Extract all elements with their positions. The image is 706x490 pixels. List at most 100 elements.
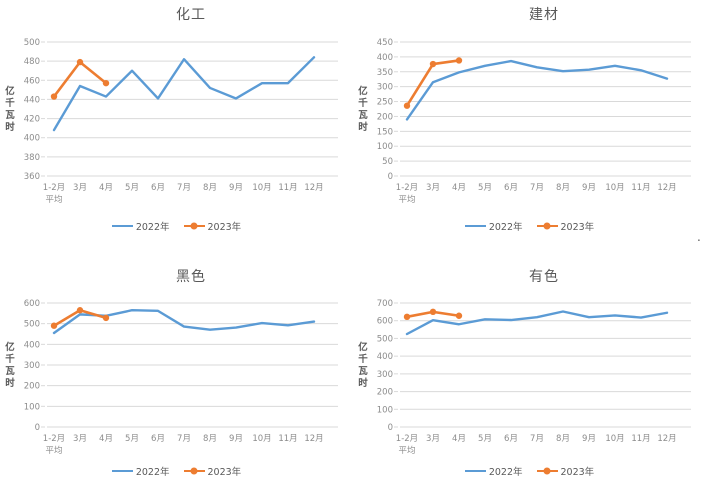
svg-text:150: 150 <box>377 127 393 137</box>
svg-text:8月: 8月 <box>203 434 217 444</box>
svg-text:12月: 12月 <box>657 434 676 444</box>
svg-text:5月: 5月 <box>125 183 139 193</box>
chart-cell-ferrous: 黑色 0 100 200 300 400 500 600 亿千瓦时 1-2月 平均 3月 4月 5月 6月… <box>0 245 353 490</box>
svg-text:0: 0 <box>35 423 40 433</box>
svg-text:360: 360 <box>24 172 40 182</box>
svg-text:7月: 7月 <box>530 183 544 193</box>
svg-text:1-2月: 1-2月 <box>396 434 418 444</box>
svg-text:11月: 11月 <box>278 183 297 193</box>
svg-text:1-2月: 1-2月 <box>43 434 65 444</box>
svg-text:300: 300 <box>377 370 393 380</box>
svg-text:100: 100 <box>377 405 393 415</box>
legend-line-swatch-blue <box>111 469 133 473</box>
y-axis-tick-labels: 0 100 200 300 400 500 600 700 <box>377 299 393 433</box>
svg-text:9月: 9月 <box>582 183 596 193</box>
svg-text:千: 千 <box>5 353 15 365</box>
chart-legend: 2022年 2023年 <box>0 219 353 233</box>
svg-text:6月: 6月 <box>504 183 518 193</box>
svg-text:4月: 4月 <box>99 183 113 193</box>
svg-text:1-2月: 1-2月 <box>396 183 418 193</box>
legend-item-2022: 2022年 <box>111 219 170 233</box>
svg-text:8月: 8月 <box>203 183 217 193</box>
svg-text:亿: 亿 <box>5 85 15 97</box>
svg-text:时: 时 <box>358 121 368 133</box>
svg-text:600: 600 <box>24 299 40 309</box>
svg-text:5月: 5月 <box>478 434 492 444</box>
svg-text:平均: 平均 <box>398 194 415 205</box>
chart-cell-building-materials: 建材 0 50 100 150 200 250 300 350 400 450 亿千瓦时 1-2月 平均… <box>353 0 706 245</box>
svg-text:12月: 12月 <box>304 183 323 193</box>
legend-line-swatch-orange <box>183 224 205 228</box>
svg-text:480: 480 <box>24 57 40 67</box>
svg-text:平均: 平均 <box>45 445 62 456</box>
svg-text:380: 380 <box>24 153 40 163</box>
legend-item-2023: 2023年 <box>183 464 241 478</box>
svg-text:200: 200 <box>377 112 393 122</box>
legend-line-swatch-orange <box>536 469 558 473</box>
svg-text:9月: 9月 <box>229 183 243 193</box>
svg-text:10月: 10月 <box>252 434 271 444</box>
svg-text:亿: 亿 <box>358 341 368 353</box>
svg-text:千: 千 <box>5 97 15 109</box>
svg-text:400: 400 <box>377 53 393 63</box>
svg-text:0: 0 <box>388 423 393 433</box>
chart-title-ferrous: 黑色 <box>176 269 206 285</box>
series-2022年 <box>405 59 669 121</box>
svg-text:200: 200 <box>377 388 393 398</box>
legend-label: 2022年 <box>135 467 170 478</box>
gridlines <box>394 302 691 428</box>
svg-text:11月: 11月 <box>278 434 297 444</box>
svg-text:8月: 8月 <box>556 183 570 193</box>
gridlines <box>41 41 338 177</box>
legend-item-2023: 2023年 <box>536 464 594 478</box>
svg-text:12月: 12月 <box>304 434 323 444</box>
svg-text:250: 250 <box>377 98 393 108</box>
svg-text:500: 500 <box>377 334 393 344</box>
legend-label: 2022年 <box>488 467 523 478</box>
svg-text:时: 时 <box>5 121 15 133</box>
svg-text:10月: 10月 <box>605 183 624 193</box>
svg-text:5月: 5月 <box>125 434 139 444</box>
svg-text:9月: 9月 <box>582 434 596 444</box>
legend-item-2022: 2022年 <box>464 464 523 478</box>
chart-legend: 2022年 2023年 <box>353 464 706 478</box>
svg-text:5月: 5月 <box>478 183 492 193</box>
svg-text:400: 400 <box>24 340 40 350</box>
y-axis-tick-labels: 0 100 200 300 400 500 600 <box>24 299 40 433</box>
legend-label: 2022年 <box>488 222 523 233</box>
svg-text:6月: 6月 <box>151 434 165 444</box>
svg-text:300: 300 <box>377 83 393 93</box>
svg-text:瓦: 瓦 <box>358 366 368 377</box>
svg-text:11月: 11月 <box>631 434 650 444</box>
svg-text:瓦: 瓦 <box>5 366 15 377</box>
series-2023年 <box>403 57 463 109</box>
chart-legend: 2022年 2023年 <box>0 464 353 478</box>
svg-text:600: 600 <box>377 317 393 327</box>
svg-text:平均: 平均 <box>45 194 62 205</box>
svg-text:4月: 4月 <box>452 434 466 444</box>
legend-item-2022: 2022年 <box>111 464 170 478</box>
legend-item-2023: 2023年 <box>183 219 241 233</box>
svg-text:8月: 8月 <box>556 434 570 444</box>
svg-text:平均: 平均 <box>398 445 415 456</box>
svg-text:7月: 7月 <box>177 183 191 193</box>
series-2023年 <box>403 308 463 321</box>
series-2023年 <box>50 58 110 100</box>
svg-text:6月: 6月 <box>504 434 518 444</box>
series-2022年 <box>52 56 316 132</box>
legend-label: 2022年 <box>135 222 170 233</box>
y-axis-tick-labels: 360 380 400 420 440 460 480 500 <box>24 38 40 182</box>
chart-title-nonferrous: 有色 <box>529 269 559 285</box>
legend-label: 2023年 <box>560 222 595 233</box>
svg-text:1-2月: 1-2月 <box>43 183 65 193</box>
stray-period: . <box>697 230 701 244</box>
svg-text:0: 0 <box>388 172 393 182</box>
